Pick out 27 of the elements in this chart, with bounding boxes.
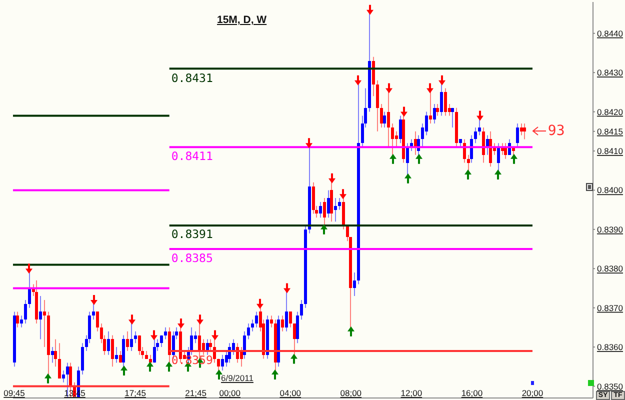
y-tick-label: 0.8420 xyxy=(597,106,624,117)
x-tick-label: 00:00 xyxy=(219,388,241,398)
y-tick-label: 0.8390 xyxy=(597,224,624,234)
annotation: 6/9/2011 xyxy=(221,373,254,384)
y-tick-label: 0.8380 xyxy=(597,264,624,274)
text: 15M, D, W xyxy=(217,14,267,26)
y-tick-label: 0.8370 xyxy=(597,302,624,313)
annotation: 93 xyxy=(548,123,565,140)
x-tick-label: 21:45 xyxy=(185,388,207,398)
x-tick-label: 04:00 xyxy=(280,388,302,398)
series-label: 0.8411 xyxy=(171,149,213,164)
x-tick-label: 08:00 xyxy=(340,388,362,398)
series-label: 0.8391 xyxy=(171,227,213,242)
y-tick-label: 0.8360 xyxy=(597,342,624,352)
x-tick-label: 17:45 xyxy=(124,388,146,398)
y-tick-label: 0.8415 xyxy=(597,126,624,136)
x-tick-label: 16:00 xyxy=(461,388,483,398)
y-tick-label: 0.8430 xyxy=(597,68,624,78)
x-tick-label: 20:00 xyxy=(522,388,544,398)
y-tick-label: 0.8440 xyxy=(597,28,624,38)
x-tick-label: 12:00 xyxy=(400,388,422,398)
y-tick-label: 0.8350 xyxy=(597,381,624,392)
y-tick-label: 0.8410 xyxy=(597,146,624,156)
series-label: 0.8385 xyxy=(171,251,213,265)
series-label: 0.8431 xyxy=(171,70,213,85)
x-tick-label: 09:45 xyxy=(4,388,26,398)
y-tick-label: 0.8400 xyxy=(597,185,624,196)
